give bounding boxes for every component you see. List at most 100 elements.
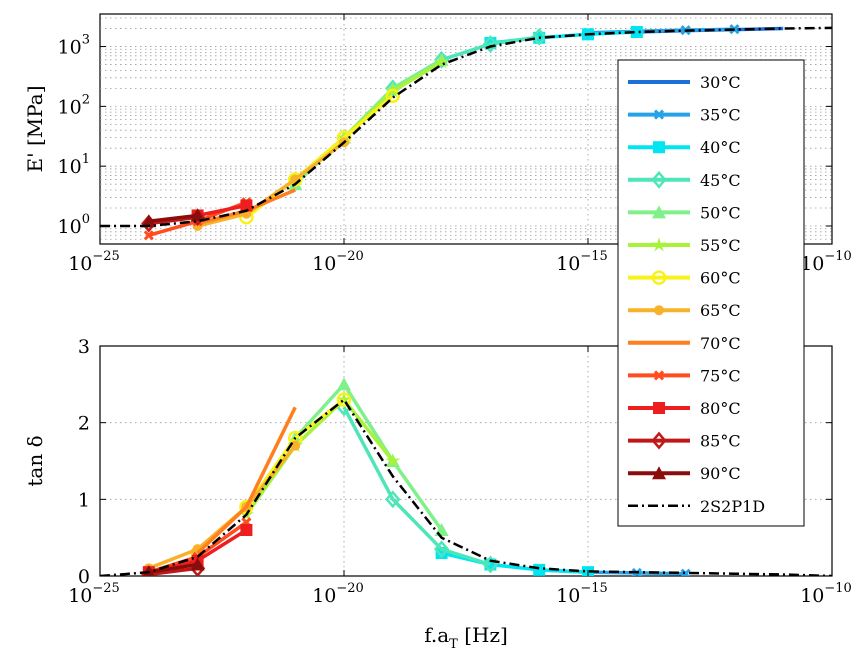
top-y-tick-label: 103 [58,33,90,59]
top-data-point [433,50,450,69]
top-data-point [190,208,205,222]
legend-label: 40°C [700,138,741,157]
legend-marker [654,305,664,316]
bottom-data-point [680,568,691,576]
tick-exponent: −25 [92,581,119,596]
bottom-data-point [433,540,450,559]
top-x-tick-label: 10−10 [800,249,852,275]
bottom-x-tick-label: 10−15 [556,581,608,607]
legend-label: 90°C [700,464,741,483]
legend-item: 50°C [628,203,741,222]
legend-label: 75°C [700,366,741,385]
bottom-series-40C [435,547,594,576]
bottom-series-70C [196,406,297,555]
legend-label: 45°C [700,171,741,190]
tick-exponent: 1 [82,152,90,167]
top-x-tick-label: 10−20 [312,249,364,275]
legend-item: 60°C [628,269,741,288]
legend: 30°C 35°C 40°C 45°C 50°C 55°C 60°C 65°C 70°C 75°C… [617,59,805,527]
bottom-x-tick-label: 10−10 [800,581,852,607]
legend-label: 50°C [700,203,741,222]
top-data-point [482,35,499,53]
bottom-x-axis-label: f.aT [Hz] [424,623,508,652]
top-plot-frame [99,13,833,245]
tick-exponent: −20 [336,249,363,264]
bottom-series-line [196,406,297,555]
top-series-2S2P1D [100,26,832,228]
legend-label: 85°C [700,432,741,451]
tick-base: 10 [312,253,336,275]
top-fit-line [100,26,832,228]
top-series-line [148,213,198,224]
legend-label: 35°C [700,106,741,125]
x-axis-label-main: f.a [424,623,449,647]
top-data-point [141,214,156,228]
bottom-x-tick-label: 10−20 [312,581,364,607]
bottom-data-point [385,490,401,509]
top-series-40C [484,26,643,49]
bottom-data-point [337,377,351,391]
top-data-point [240,199,253,212]
legend-marker [651,237,667,252]
legend-item: 40°C [628,138,741,157]
legend-box [617,59,805,527]
bottom-y-tick-label: 1 [78,489,90,511]
legend-marker [651,431,667,450]
legend-label: 70°C [700,334,741,353]
legend-item: 45°C [628,171,741,190]
top-y-tick-label: 102 [58,92,90,118]
legend-label: 55°C [700,236,741,255]
top-marks [100,24,832,241]
legend-item: 75°C [628,366,741,385]
bottom-series-line [148,444,297,570]
top-y-axis-label: E' [MPa] [23,85,47,172]
tick-base: 10 [312,585,336,607]
legend-item: 80°C [628,399,741,418]
legend-item: 70°C [628,334,741,353]
legend-marker [653,109,665,120]
x-axis-label-subscript: T [449,637,458,652]
tick-exponent: −25 [92,249,119,264]
legend-marker [651,170,667,189]
legend-item: 85°C [628,432,741,451]
bottom-series-2S2P1D [100,397,832,576]
bottom-x-tick-label: 10−25 [68,581,120,607]
bottom-data-point [385,453,401,468]
top-y-tick-label: 100 [58,212,90,238]
tick-exponent: −10 [824,249,851,264]
bottom-data-point [336,392,352,407]
legend-marker [652,205,666,219]
top-data-point [143,230,154,241]
tick-base: 10 [800,253,824,275]
top-series-line [148,215,198,226]
top-y-tick-label: 101 [58,152,90,178]
top-x-tick-label: 10−15 [556,249,608,275]
tick-base: 10 [556,585,580,607]
bottom-data-point [190,557,205,571]
legend-item: 35°C [628,106,741,125]
tick-exponent: −10 [824,581,851,596]
tick-base: 10 [58,216,82,238]
legend-marker [653,402,665,414]
bottom-data-point [533,563,546,576]
bottom-series-65C [143,440,301,574]
tick-base: 10 [556,253,580,275]
tick-exponent: 3 [82,33,90,48]
legend-marker [653,370,665,381]
bottom-series-line [148,566,198,576]
tick-base: 10 [58,96,82,118]
bottom-plot-frame [99,345,833,577]
legend-item: 90°C [628,464,741,483]
tick-exponent: −20 [336,581,363,596]
tick-base: 10 [800,585,824,607]
legend-label: 60°C [700,269,741,288]
top-data-point [434,54,450,69]
bottom-y-tick-label: 2 [78,413,90,435]
tick-exponent: −15 [580,249,607,264]
legend-marker [652,466,666,480]
legend-item: 65°C [628,301,741,320]
tick-base: 10 [68,585,92,607]
